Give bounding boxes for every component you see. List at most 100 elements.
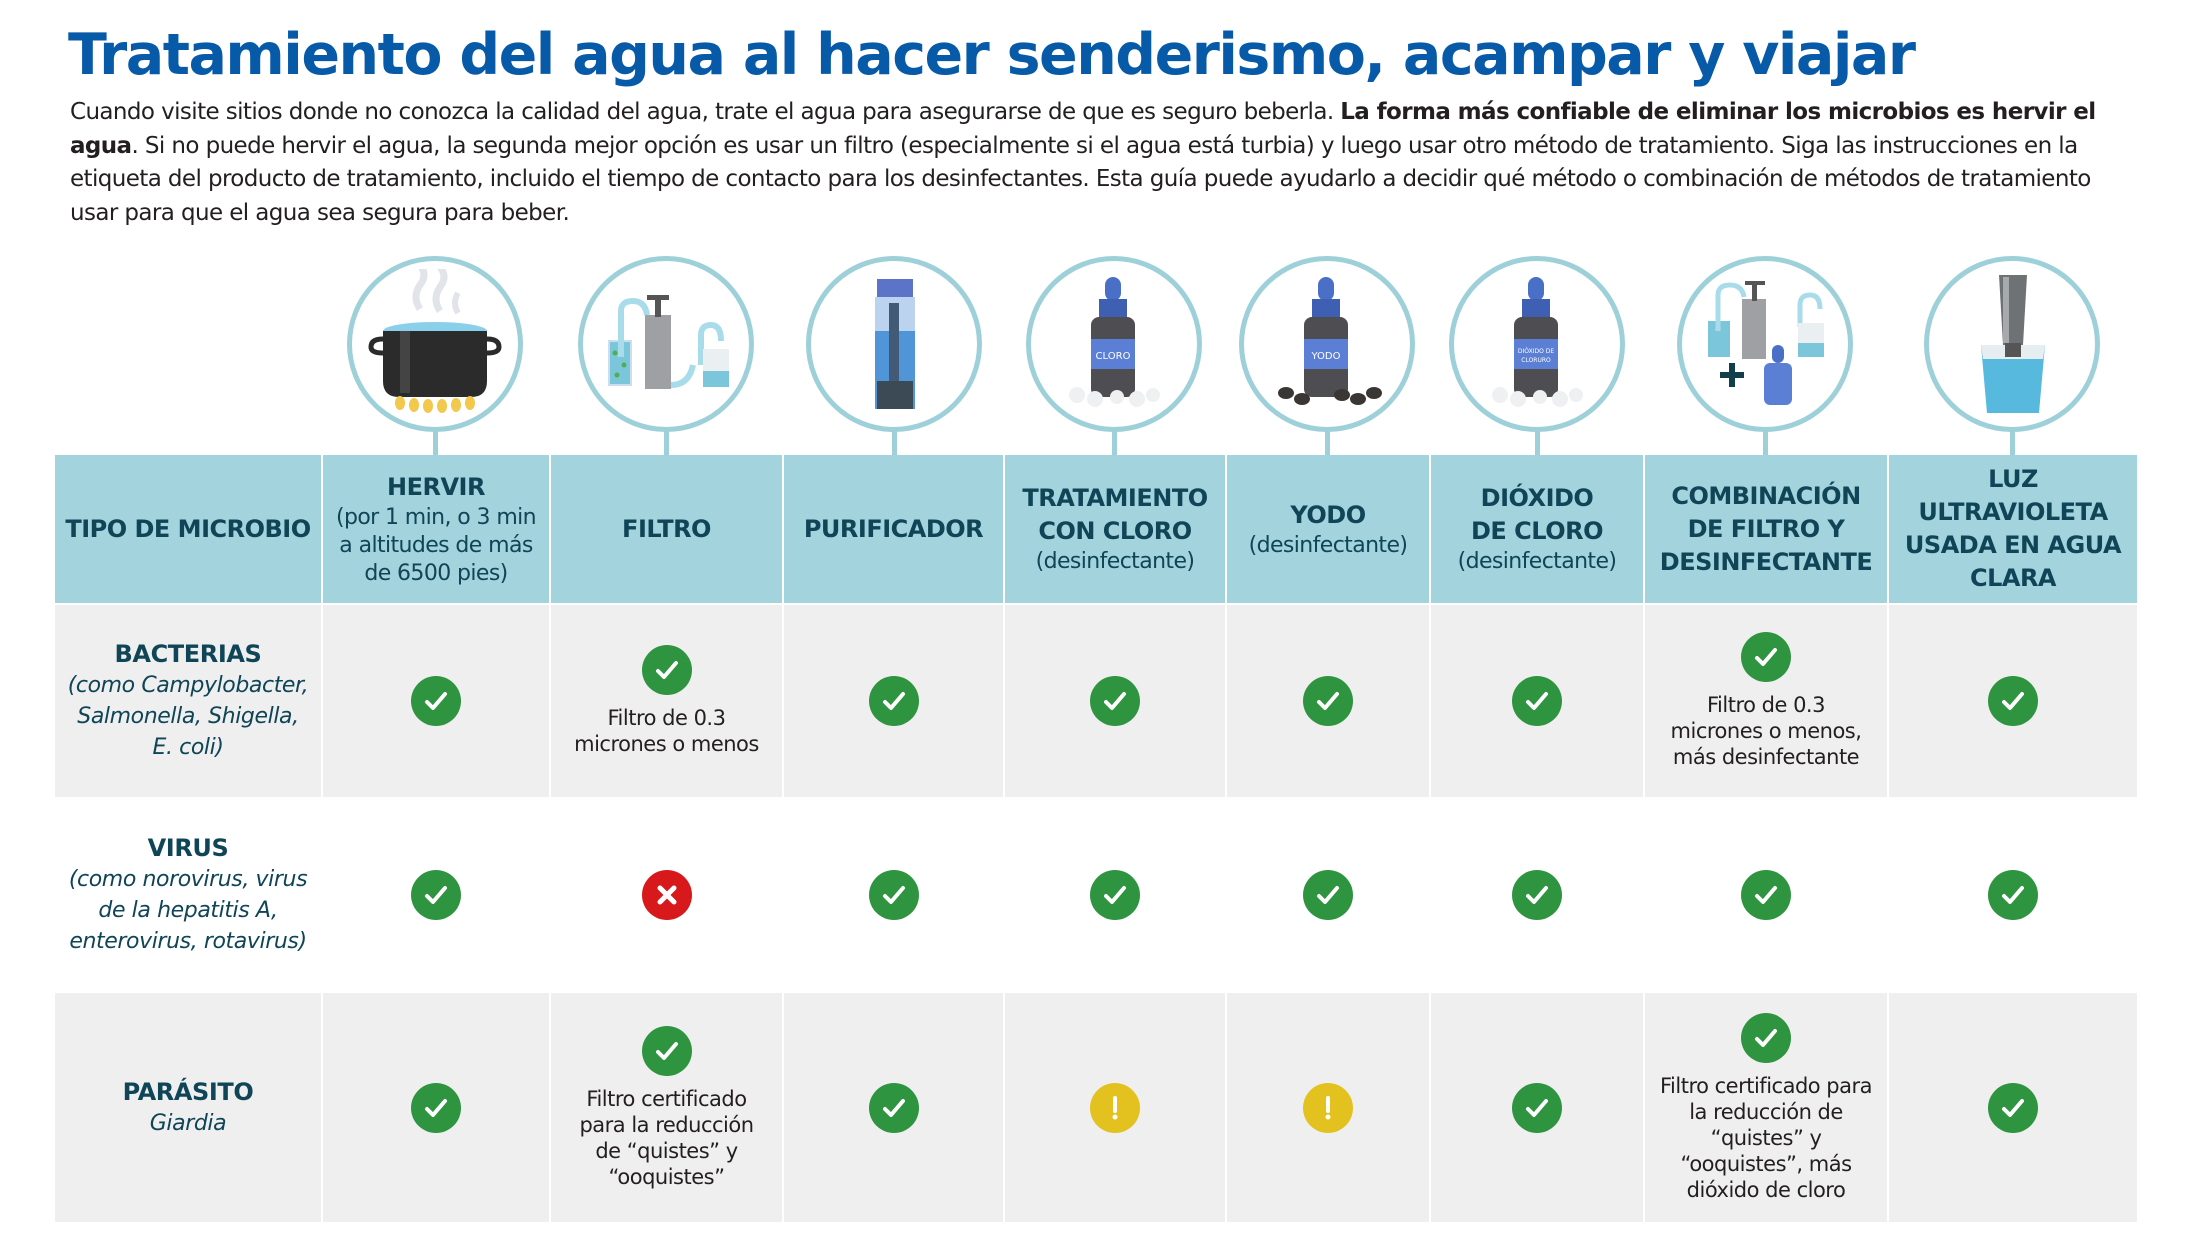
icon-chlorine-dioxide: DIÓXIDO DE CLORURO <box>1449 256 1629 456</box>
cell-bacteria-iodine <box>1227 605 1429 797</box>
cell-parasite-boil <box>323 993 549 1222</box>
intro-text-1: Cuando visite sitios donde no conozca la… <box>70 99 1341 125</box>
check-circle-icon <box>1741 632 1791 682</box>
table-row-virus: VIRUS (como norovirus, virus de la hepati… <box>55 797 2137 993</box>
check-circle-icon <box>1988 1082 2038 1133</box>
check-circle-icon <box>641 645 692 695</box>
connector-line <box>892 430 897 456</box>
check-circle-icon <box>868 676 919 726</box>
check-circle-icon <box>641 1025 692 1076</box>
purifier-bottle-icon <box>875 279 915 409</box>
cell-note: Filtro certificado para la reducción de … <box>1659 1073 1873 1202</box>
check-circle-icon <box>1303 676 1353 726</box>
cell-virus-chlorine-dioxide <box>1431 797 1643 993</box>
pump-filter-icon <box>608 295 729 389</box>
connector-line <box>1535 430 1540 456</box>
cell-parasite-uv-light <box>1889 993 2137 1222</box>
svg-text:CLORO: CLORO <box>1096 351 1131 362</box>
cell-note: Filtro certificado para la reducción de … <box>579 1086 754 1189</box>
cell-bacteria-chlorine <box>1005 605 1225 797</box>
check-circle-icon <box>1741 870 1791 920</box>
cell-bacteria-boil <box>323 605 549 797</box>
header-boil: HERVIR (por 1 min, o 3 min a altitudes de… <box>323 455 549 603</box>
icon-boil <box>347 256 527 456</box>
intro-paragraph: Cuando visite sitios donde no conozca la… <box>70 96 2130 230</box>
check-circle-icon <box>868 870 919 920</box>
check-circle-icon <box>1512 870 1562 920</box>
filter-plus-disinfectant-icon <box>1708 281 1824 405</box>
connector-line <box>1763 430 1768 456</box>
header-combination: COMBINACIÓN DE FILTRO Y DESINFECTANTE <box>1645 455 1887 603</box>
header-purifier: PURIFICADOR <box>784 455 1003 603</box>
header-filter: FILTRO <box>551 455 782 603</box>
cell-virus-filter <box>551 797 782 993</box>
cell-bacteria-filter: Filtro de 0.3 micrones o menos <box>551 605 782 797</box>
icon-uv <box>1924 256 2104 456</box>
cell-parasite-chlorine-dioxide <box>1431 993 1643 1222</box>
uv-light-cup-icon <box>1981 275 2045 413</box>
cell-virus-boil <box>323 797 549 993</box>
svg-text:YODO: YODO <box>1310 351 1340 362</box>
cell-note: Filtro de 0.3 micrones o menos, más desi… <box>1670 693 1862 769</box>
check-circle-icon <box>411 870 461 920</box>
check-circle-icon <box>1741 1012 1791 1063</box>
check-circle-icon <box>1090 870 1140 920</box>
icon-iodine: YODO <box>1239 256 1419 456</box>
cell-bacteria-uv-light <box>1889 605 2137 797</box>
connector-line <box>433 430 438 456</box>
cell-bacteria-purifier <box>784 605 1003 797</box>
chlorine-dioxide-bottle-icon: DIÓXIDO DE CLORURO <box>1492 277 1583 407</box>
x-circle-icon <box>641 870 692 920</box>
row-label-virus: VIRUS (como norovirus, virus de la hepati… <box>55 797 321 993</box>
table-header-row: TIPO DE MICROBIO HERVIR (por 1 min, o 3 m… <box>55 455 2137 603</box>
cell-bacteria-chlorine-dioxide <box>1431 605 1643 797</box>
check-circle-icon <box>1090 676 1140 726</box>
header-iodine: YODO (desinfectante) <box>1227 455 1429 603</box>
cell-virus-combination <box>1645 797 1887 993</box>
connector-line <box>1112 430 1117 456</box>
header-uv-light: LUZ ULTRAVIOLETA USADA EN AGUA CLARA <box>1889 455 2137 603</box>
check-circle-icon <box>1988 676 2038 726</box>
intro-bold-text: La forma más confiable de eliminar los m… <box>70 99 2096 159</box>
check-circle-icon <box>1988 870 2038 920</box>
icon-combination <box>1677 256 1857 456</box>
check-circle-icon <box>1512 676 1562 726</box>
connector-line <box>2010 430 2015 456</box>
iodine-bottle-icon: YODO <box>1278 277 1382 405</box>
table-row-parasite: PARÁSITO Giardia Filtro certificado para l… <box>55 993 2137 1222</box>
icon-filter <box>578 256 758 456</box>
cell-virus-chlorine <box>1005 797 1225 993</box>
connector-line <box>1325 430 1330 456</box>
boiling-pot-icon <box>368 269 502 413</box>
check-circle-icon <box>411 1082 461 1133</box>
connector-line <box>664 430 669 456</box>
row-label-parasite: PARÁSITO Giardia <box>55 993 321 1222</box>
cell-parasite-filter: Filtro certificado para la reducción de … <box>551 993 782 1222</box>
check-circle-icon <box>1512 1082 1562 1133</box>
icon-chlorine: CLORO <box>1026 256 1206 456</box>
icon-purifier <box>806 256 986 456</box>
check-circle-icon <box>1303 870 1353 920</box>
header-chlorine-dioxide: DIÓXIDO DE CLORO (desinfectante) <box>1431 455 1643 603</box>
intro-text-2: . Si no puede hervir el agua, la segunda… <box>70 132 2091 226</box>
check-circle-icon <box>868 1082 919 1133</box>
cell-virus-uv-light <box>1889 797 2137 993</box>
header-microbe-type: TIPO DE MICROBIO <box>55 455 321 603</box>
cell-virus-iodine <box>1227 797 1429 993</box>
cell-parasite-iodine <box>1227 993 1429 1222</box>
cell-parasite-combination: Filtro certificado para la reducción de … <box>1645 993 1887 1222</box>
treatment-comparison-table: TIPO DE MICROBIO HERVIR (por 1 min, o 3 m… <box>55 455 2137 1222</box>
cell-parasite-purifier <box>784 993 1003 1222</box>
cell-virus-purifier <box>784 797 1003 993</box>
cell-note: Filtro de 0.3 micrones o menos <box>574 706 759 756</box>
table-row-bacteria: BACTERIAS (como Campylobacter, Salmonella… <box>55 605 2137 797</box>
cell-bacteria-combination: Filtro de 0.3 micrones o menos, más desi… <box>1645 605 1887 797</box>
row-label-bacteria: BACTERIAS (como Campylobacter, Salmonella… <box>55 605 321 797</box>
warning-circle-icon <box>1090 1082 1140 1133</box>
check-circle-icon <box>411 676 461 726</box>
warning-circle-icon <box>1303 1082 1353 1133</box>
svg-text:CLORURO: CLORURO <box>1521 357 1551 364</box>
chlorine-bottle-icon: CLORO <box>1069 277 1160 407</box>
cell-parasite-chlorine <box>1005 993 1225 1222</box>
page-title: Tratamiento del agua al hacer senderismo… <box>68 22 1916 88</box>
